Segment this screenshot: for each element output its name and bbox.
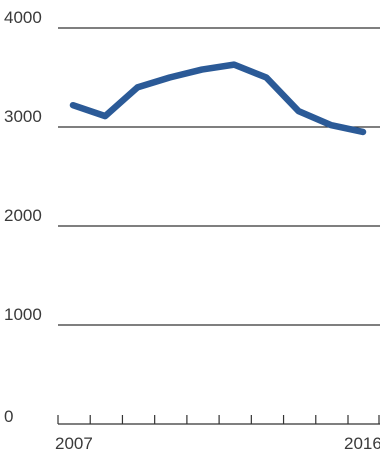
- y-tick-label: 4000: [4, 8, 42, 27]
- x-axis: [57, 415, 380, 425]
- y-tick-label: 2000: [4, 206, 42, 225]
- y-tick-label: 0: [4, 407, 13, 426]
- y-tick-label: 1000: [4, 305, 42, 324]
- x-tick-label: 2016: [344, 434, 380, 453]
- series-layer: [69, 61, 367, 136]
- series-line-0: [69, 61, 367, 136]
- y-tick-label: 3000: [4, 107, 42, 126]
- gridlines: [58, 27, 380, 326]
- x-tick-label: 2007: [55, 434, 93, 453]
- tick-labels: 0 1000 2000 3000 4000 2007 2016: [4, 8, 380, 453]
